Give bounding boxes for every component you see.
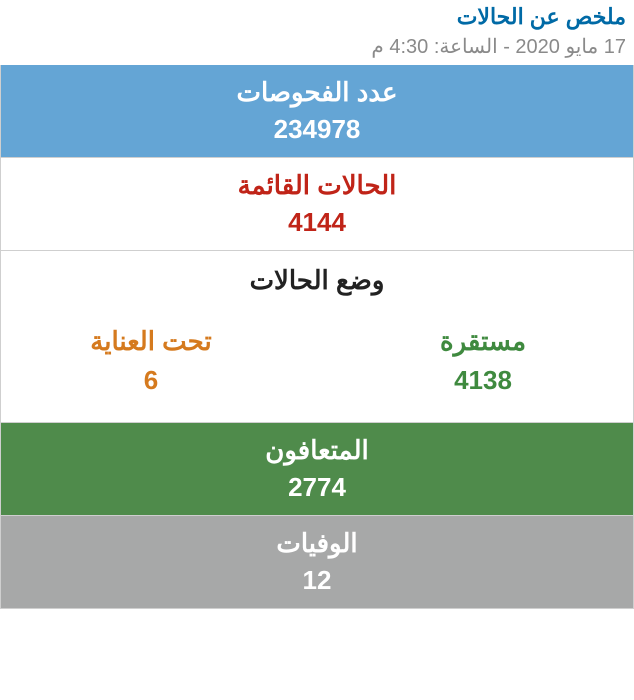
deaths-label: الوفيات <box>276 528 357 559</box>
status-stable-label: مستقرة <box>440 326 526 357</box>
recovered-value: 2774 <box>288 472 346 503</box>
active-value: 4144 <box>288 207 346 238</box>
status-stable-value: 4138 <box>454 365 512 396</box>
status-stable: مستقرة 4138 <box>403 326 563 396</box>
tests-panel: عدد الفحوصات 234978 <box>0 65 634 158</box>
status-icu-value: 6 <box>144 365 158 396</box>
active-panel: الحالات القائمة 4144 <box>0 158 634 251</box>
status-row: مستقرة 4138 تحت العناية 6 <box>11 326 623 396</box>
deaths-value: 12 <box>303 565 332 596</box>
recovered-label: المتعافون <box>265 435 368 466</box>
summary-timestamp: 17 مايو 2020 - الساعة: 4:30 م <box>8 34 626 59</box>
status-title: وضع الحالات <box>11 265 623 296</box>
recovered-panel: المتعافون 2774 <box>0 423 634 516</box>
status-icu-label: تحت العناية <box>90 326 211 357</box>
summary-header: ملخص عن الحالات 17 مايو 2020 - الساعة: 4… <box>0 0 634 65</box>
tests-label: عدد الفحوصات <box>237 77 398 108</box>
status-icu: تحت العناية 6 <box>71 326 231 396</box>
status-panel: وضع الحالات مستقرة 4138 تحت العناية 6 <box>0 251 634 423</box>
summary-title: ملخص عن الحالات <box>8 4 626 30</box>
deaths-panel: الوفيات 12 <box>0 516 634 609</box>
tests-value: 234978 <box>274 114 361 145</box>
active-label: الحالات القائمة <box>238 170 397 201</box>
